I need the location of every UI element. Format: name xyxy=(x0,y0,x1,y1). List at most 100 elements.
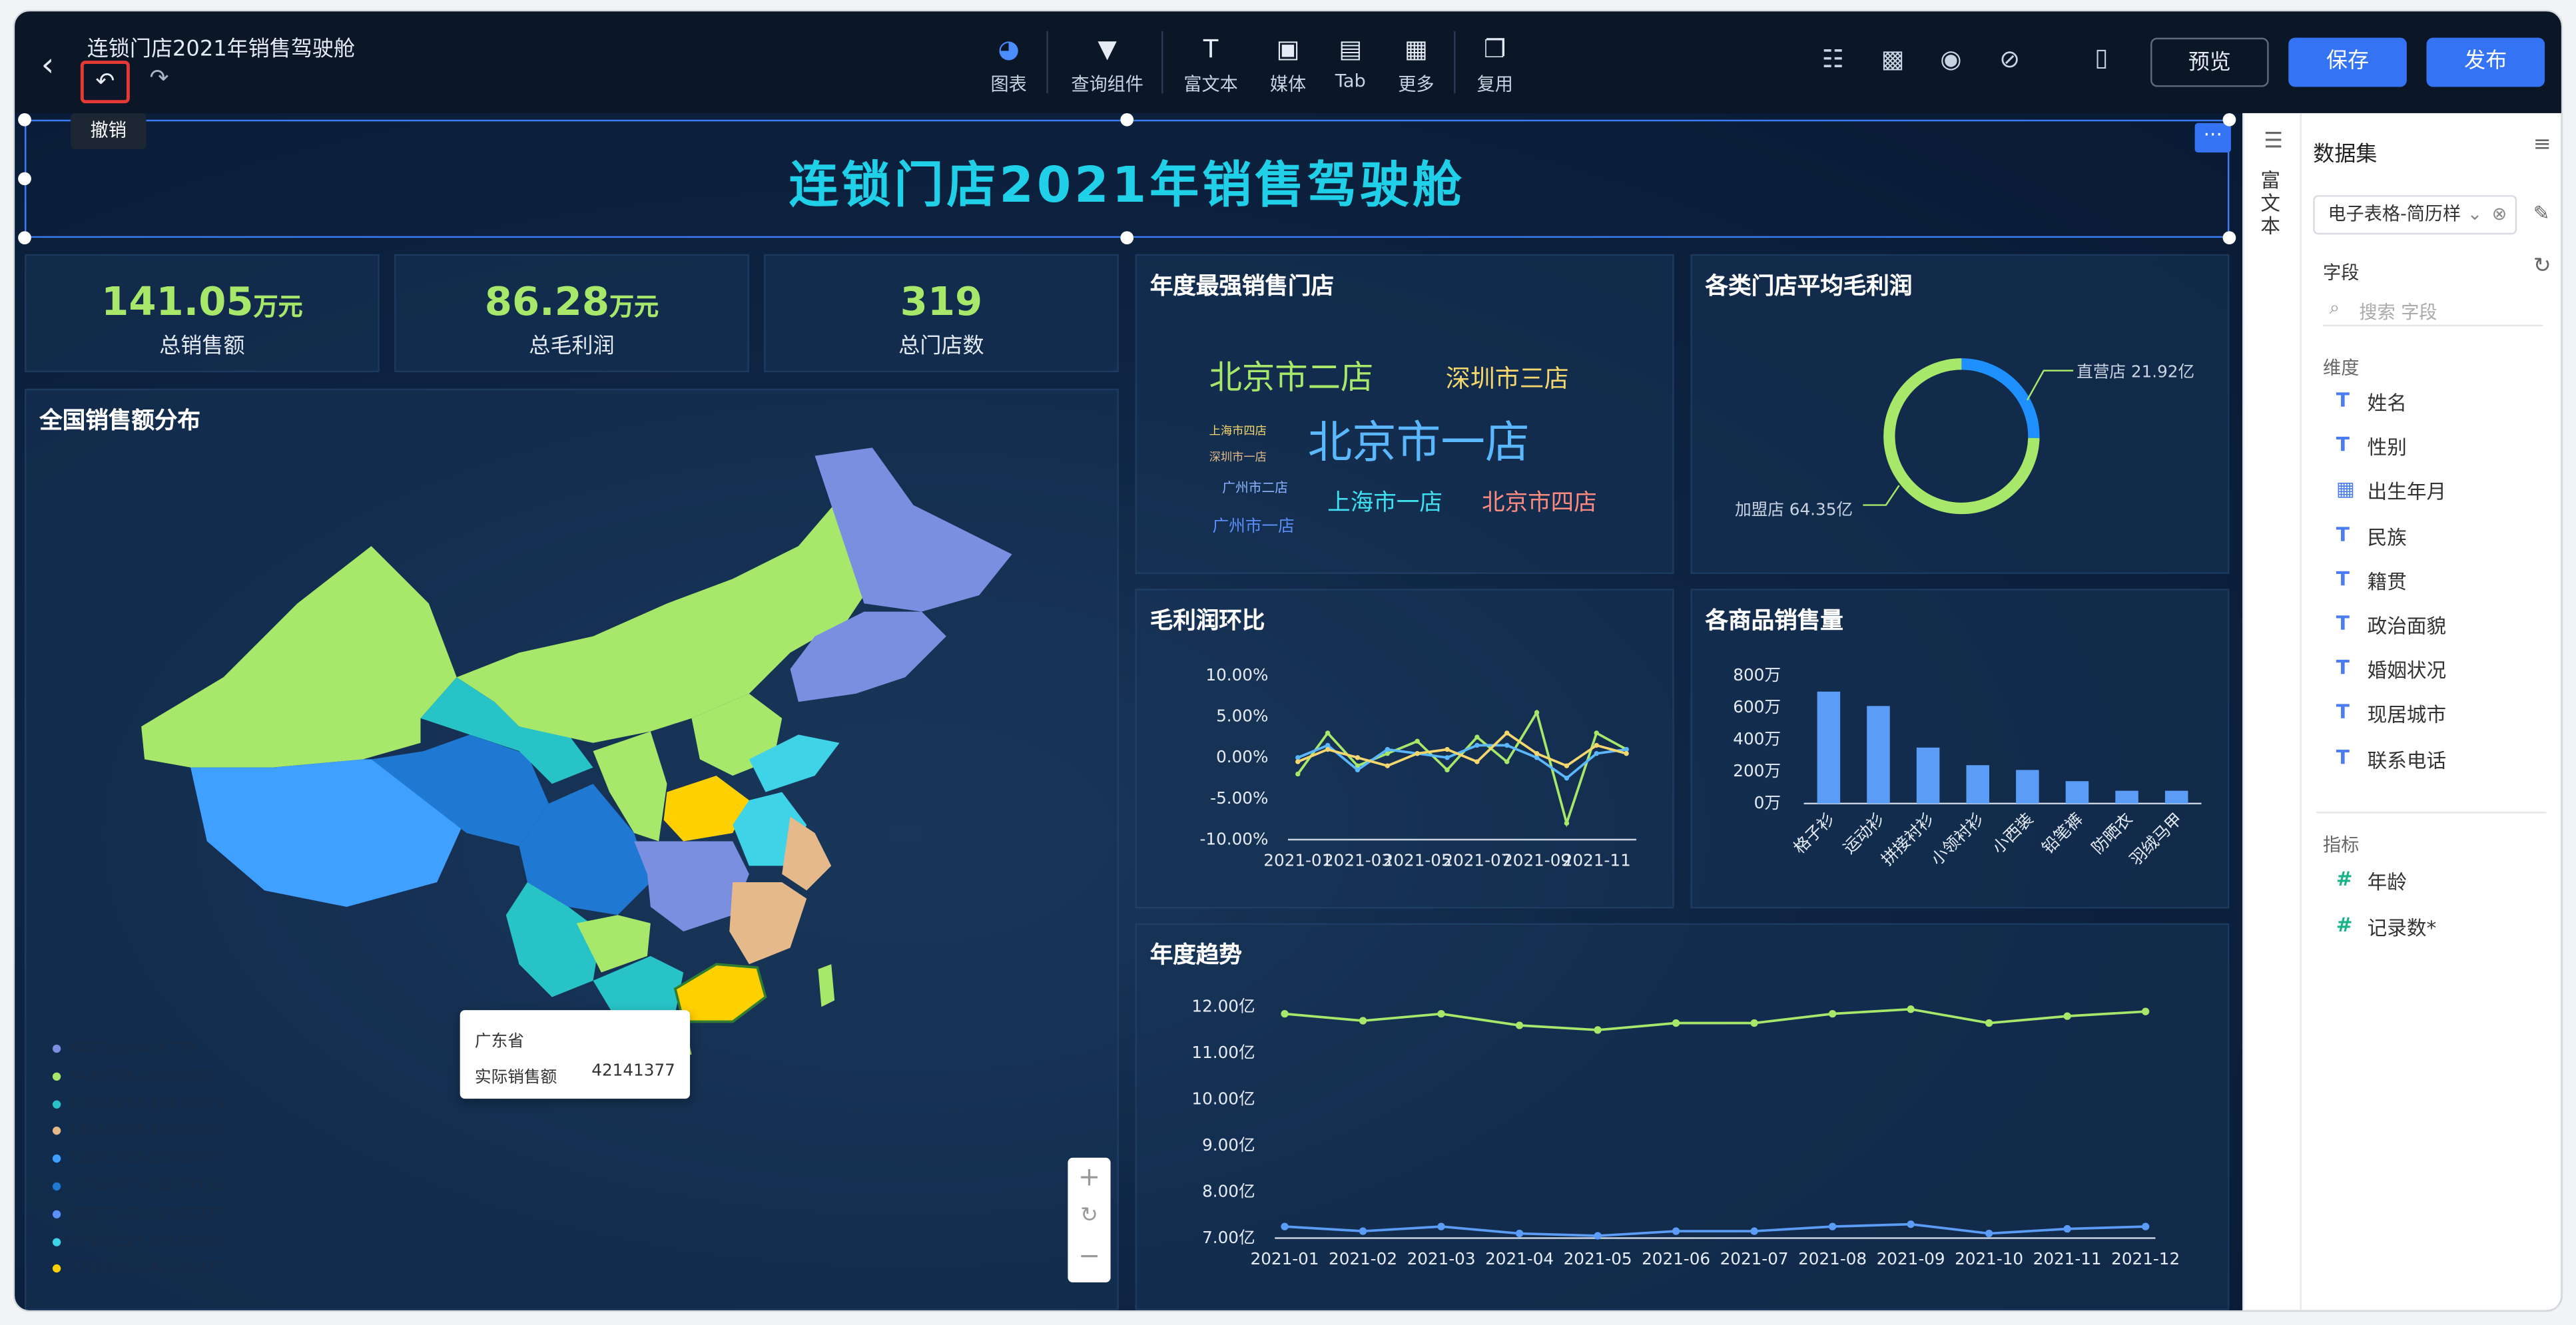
kpi-total-stores[interactable]: 319 总门店数 xyxy=(764,254,1119,373)
bar[interactable] xyxy=(2016,770,2039,804)
bar[interactable] xyxy=(2065,781,2089,804)
data-point[interactable] xyxy=(1515,1229,1524,1238)
data-point[interactable] xyxy=(1415,751,1420,756)
more-options-button[interactable]: ··· xyxy=(2194,123,2231,153)
map-region-shaanxi[interactable] xyxy=(593,731,667,842)
data-point[interactable] xyxy=(1594,751,1599,756)
sidebar-menu-icon[interactable]: ≡ xyxy=(2533,132,2551,158)
map-region-inner-mongolia[interactable] xyxy=(456,488,881,743)
map-legend-item[interactable]: 23789077-28377152 xyxy=(52,1174,225,1201)
donut-panel[interactable]: 各类门店平均毛利润 直营店 21.92亿 加盟店 64.35亿 xyxy=(1690,254,2230,575)
zoom-in-button[interactable]: + xyxy=(1078,1161,1101,1192)
data-point[interactable] xyxy=(1325,742,1331,748)
data-point[interactable] xyxy=(1445,746,1450,752)
map-region-qinghai[interactable] xyxy=(371,734,549,846)
map-region-heilongjiang[interactable] xyxy=(814,447,1012,612)
data-point[interactable] xyxy=(1564,763,1570,768)
layout-icon[interactable]: ▩ xyxy=(1881,44,1905,74)
data-point[interactable] xyxy=(1445,767,1450,773)
annual-trend-panel[interactable]: 年度趋势 12.00亿 11.00亿 10.00亿 9.00亿 8.00亿 7.00亿 20… xyxy=(1135,923,2230,1310)
data-point[interactable] xyxy=(1474,742,1480,748)
data-point[interactable] xyxy=(1355,755,1361,760)
data-point[interactable] xyxy=(1474,734,1480,740)
data-point[interactable] xyxy=(1355,763,1361,768)
bar[interactable] xyxy=(1966,765,1989,804)
zoom-out-button[interactable]: − xyxy=(1078,1239,1101,1271)
map-panel[interactable]: 全国销售额分布 xyxy=(25,388,1119,1310)
data-point[interactable] xyxy=(2063,1224,2071,1233)
data-point[interactable] xyxy=(1355,767,1361,773)
dimension-field[interactable]: 出生年月 xyxy=(2367,481,2447,505)
metric-field[interactable]: 年龄 xyxy=(2367,870,2407,894)
data-point[interactable] xyxy=(1564,820,1570,826)
series-line[interactable] xyxy=(1284,1222,2146,1237)
map-region-guangxi[interactable] xyxy=(593,955,684,1022)
tool-richtext[interactable]: T 富文本 xyxy=(1183,34,1238,95)
refresh-icon[interactable]: ↻ xyxy=(2533,254,2551,279)
vertical-tab-richtext[interactable]: 富文本 xyxy=(2260,168,2280,238)
dataset-select[interactable]: 电子表格-简历样 ⌄ ⊗ xyxy=(2313,195,2517,235)
data-point[interactable] xyxy=(2141,1222,2150,1230)
data-point[interactable] xyxy=(1534,751,1540,756)
data-point[interactable] xyxy=(1750,1227,1758,1235)
donut-slice[interactable] xyxy=(1883,358,2040,515)
publish-button[interactable]: 发布 xyxy=(2426,37,2545,87)
field-search[interactable]: ⌕ 搜索 字段 xyxy=(2323,294,2543,327)
data-point[interactable] xyxy=(1594,730,1599,736)
series-line[interactable] xyxy=(1297,731,1627,768)
metric-field[interactable]: 记录数* xyxy=(2367,916,2437,940)
data-point[interactable] xyxy=(1437,1009,1445,1018)
data-point[interactable] xyxy=(1385,751,1391,756)
dimension-field[interactable]: 联系电话 xyxy=(2367,748,2447,772)
data-point[interactable] xyxy=(1594,742,1599,748)
mobile-icon[interactable]: ▯ xyxy=(2094,43,2108,73)
data-point[interactable] xyxy=(2063,1012,2071,1020)
data-point[interactable] xyxy=(1385,746,1391,752)
donut-slice[interactable] xyxy=(1961,358,2040,439)
data-point[interactable] xyxy=(1750,1019,1758,1027)
dimension-field[interactable]: 现居城市 xyxy=(2367,704,2447,728)
tool-reuse[interactable]: ❐ 复用 xyxy=(1476,34,1513,95)
bar[interactable] xyxy=(2115,790,2138,804)
data-point[interactable] xyxy=(1534,755,1540,760)
wordcloud-panel[interactable]: 年度最强销售门店 北京市二店 深圳市三店 上海市四店 深圳市一店 北京市一店 广… xyxy=(1135,254,1674,575)
map-region-jilin-liaoning[interactable] xyxy=(790,611,946,702)
data-point[interactable] xyxy=(1907,1220,1915,1228)
map-region-sichuan[interactable] xyxy=(519,784,651,916)
map-legend-item[interactable]: 19201003-23789077 xyxy=(52,1147,225,1174)
data-point[interactable] xyxy=(1624,751,1629,756)
data-point[interactable] xyxy=(1385,763,1391,768)
bar[interactable] xyxy=(1916,747,1940,804)
dimension-field[interactable]: 民族 xyxy=(2367,525,2407,549)
map-legend-item[interactable]: 10024853-14612928 xyxy=(52,1091,225,1119)
redo-button[interactable]: ↷ xyxy=(149,66,168,92)
map-region-henan[interactable] xyxy=(663,775,749,842)
kpi-total-profit[interactable]: 86.28万元 总毛利润 xyxy=(394,254,749,373)
dashboard-name[interactable]: 连锁门店2021年销售驾驶舱 xyxy=(87,37,356,63)
data-point[interactable] xyxy=(1437,1222,1445,1230)
data-point[interactable] xyxy=(1504,759,1510,764)
tool-more[interactable]: ▦ 更多 xyxy=(1398,34,1435,95)
product-sales-panel[interactable]: 各商品销售量 800万 600万 400万 200万 0万 格子衫 运动衫 拼接衬衫 小领衬衫小… xyxy=(1690,589,2230,909)
data-point[interactable] xyxy=(1907,1005,1915,1013)
data-point[interactable] xyxy=(1295,771,1301,777)
data-point[interactable] xyxy=(1474,759,1480,764)
tool-media[interactable]: ▣ 媒体 xyxy=(1269,34,1307,95)
bar[interactable] xyxy=(1867,706,1890,804)
theme-palette-icon[interactable]: ◉ xyxy=(1940,44,1962,74)
clear-icon[interactable]: ⊗ xyxy=(2491,203,2507,225)
data-point[interactable] xyxy=(1534,710,1540,715)
data-point[interactable] xyxy=(1672,1227,1680,1235)
data-point[interactable] xyxy=(1564,775,1570,781)
map-legend-item[interactable]: 28377152-32965227 xyxy=(52,1202,225,1229)
map-region-gansu[interactable] xyxy=(420,677,593,784)
map-legend-item[interactable]: 14612928-19201003 xyxy=(52,1119,225,1147)
map-region-zhejiang[interactable] xyxy=(782,816,832,891)
map-region-tibet[interactable] xyxy=(190,759,467,907)
data-point[interactable] xyxy=(1325,730,1331,736)
reset-map-icon[interactable]: ↻ xyxy=(1080,1203,1098,1228)
data-point[interactable] xyxy=(1445,755,1450,760)
dimension-field[interactable]: 政治面貌 xyxy=(2367,615,2447,639)
data-point[interactable] xyxy=(1594,1232,1602,1240)
data-point[interactable] xyxy=(1359,1227,1367,1235)
